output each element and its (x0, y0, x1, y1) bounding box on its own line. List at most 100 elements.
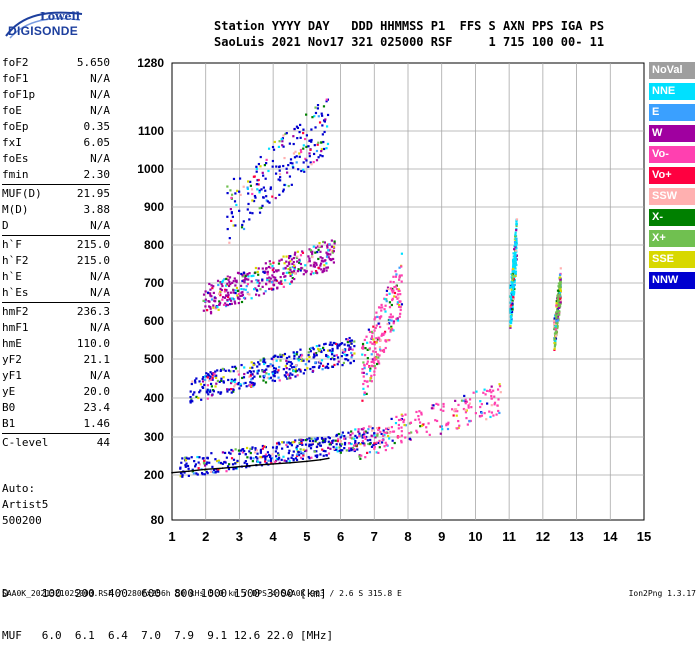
echo-point (227, 468, 231, 471)
echo-point (363, 367, 366, 370)
echo-point (319, 453, 322, 456)
echo-point (284, 364, 287, 368)
echo-point (290, 362, 294, 365)
echo-point (354, 441, 357, 445)
echo-point (288, 271, 291, 274)
echo-point (201, 457, 204, 460)
echo-point (296, 126, 300, 130)
echo-point (266, 270, 269, 273)
echo-point (558, 293, 562, 296)
echo-point (445, 424, 448, 427)
echo-point (285, 359, 288, 362)
echo-point (440, 425, 444, 428)
echo-point (226, 291, 230, 294)
echo-point (397, 289, 400, 293)
echo-point (554, 335, 557, 338)
echo-point (514, 245, 517, 248)
echo-point (483, 412, 486, 415)
x-tick-label: 3 (236, 529, 243, 544)
param-name: foE (2, 104, 22, 117)
echo-point (400, 265, 403, 268)
param-value: N/A (90, 321, 110, 334)
echo-point (396, 319, 400, 322)
echo-point (396, 318, 399, 321)
echo-point (225, 303, 228, 307)
echo-point (357, 442, 360, 445)
echo-point (378, 442, 382, 445)
echo-point (231, 365, 234, 369)
echo-point (201, 380, 205, 383)
echo-point (255, 165, 258, 168)
echo-point (291, 373, 294, 376)
echo-point (225, 294, 228, 298)
echo-point (401, 414, 404, 418)
echo-point (509, 285, 512, 289)
y-tick-label: 1000 (137, 162, 164, 176)
echo-point (206, 388, 209, 391)
echo-point (256, 179, 259, 182)
echo-point (510, 298, 513, 301)
echo-point (559, 267, 562, 270)
echo-point (350, 437, 354, 440)
echo-point (231, 449, 234, 453)
echo-point (372, 325, 375, 328)
echo-point (418, 421, 422, 424)
param-row: hmE 110.0 (2, 336, 110, 352)
echo-point (242, 279, 245, 282)
echo-point (228, 237, 231, 240)
echo-point (340, 355, 343, 358)
echo-point (231, 463, 235, 466)
echo-point (474, 412, 478, 415)
echo-point (202, 461, 206, 464)
echo-point (228, 451, 231, 454)
echo-point (366, 341, 369, 344)
echo-point (289, 372, 292, 375)
echo-point (369, 377, 372, 380)
echo-point (363, 393, 366, 396)
echo-point (252, 199, 256, 203)
echo-point (308, 437, 311, 440)
echo-point (398, 278, 401, 281)
echo-point (261, 285, 264, 288)
echo-point (219, 290, 222, 293)
echo-point (327, 366, 330, 370)
echo-point (287, 267, 290, 271)
echo-point (209, 312, 213, 315)
echo-point (209, 306, 212, 309)
echo-point (557, 315, 560, 318)
echo-point (400, 434, 403, 437)
echo-point (214, 370, 217, 373)
echo-point (215, 382, 218, 385)
echo-point (285, 366, 288, 370)
echo-point (302, 452, 305, 455)
echo-point (195, 377, 198, 380)
echo-point (299, 448, 302, 451)
echo-point (295, 161, 298, 164)
echo-point (272, 276, 275, 279)
echo-point (186, 464, 190, 468)
echo-point (250, 361, 253, 364)
echo-point (282, 285, 285, 288)
echo-point (371, 427, 374, 430)
auto-code: 500200 (2, 514, 42, 527)
echo-point (511, 293, 514, 296)
echo-point (204, 305, 207, 308)
echo-point (213, 373, 216, 376)
logo-text-lowell: Lowell (40, 10, 80, 23)
echo-point (351, 446, 355, 449)
echo-point (253, 375, 256, 378)
echo-point (213, 375, 216, 378)
echo-cluster (202, 239, 336, 315)
echo-point (435, 402, 438, 406)
echo-point (515, 239, 518, 243)
echo-point (267, 373, 270, 376)
echo-point (310, 138, 313, 142)
echo-point (333, 341, 336, 345)
echo-point (382, 350, 386, 353)
echo-point (201, 377, 204, 381)
echo-point (278, 165, 281, 169)
param-row: B1 1.46 (2, 416, 110, 432)
echo-point (318, 344, 321, 347)
y-tick-label: 600 (144, 314, 164, 328)
echo-point (211, 376, 214, 380)
